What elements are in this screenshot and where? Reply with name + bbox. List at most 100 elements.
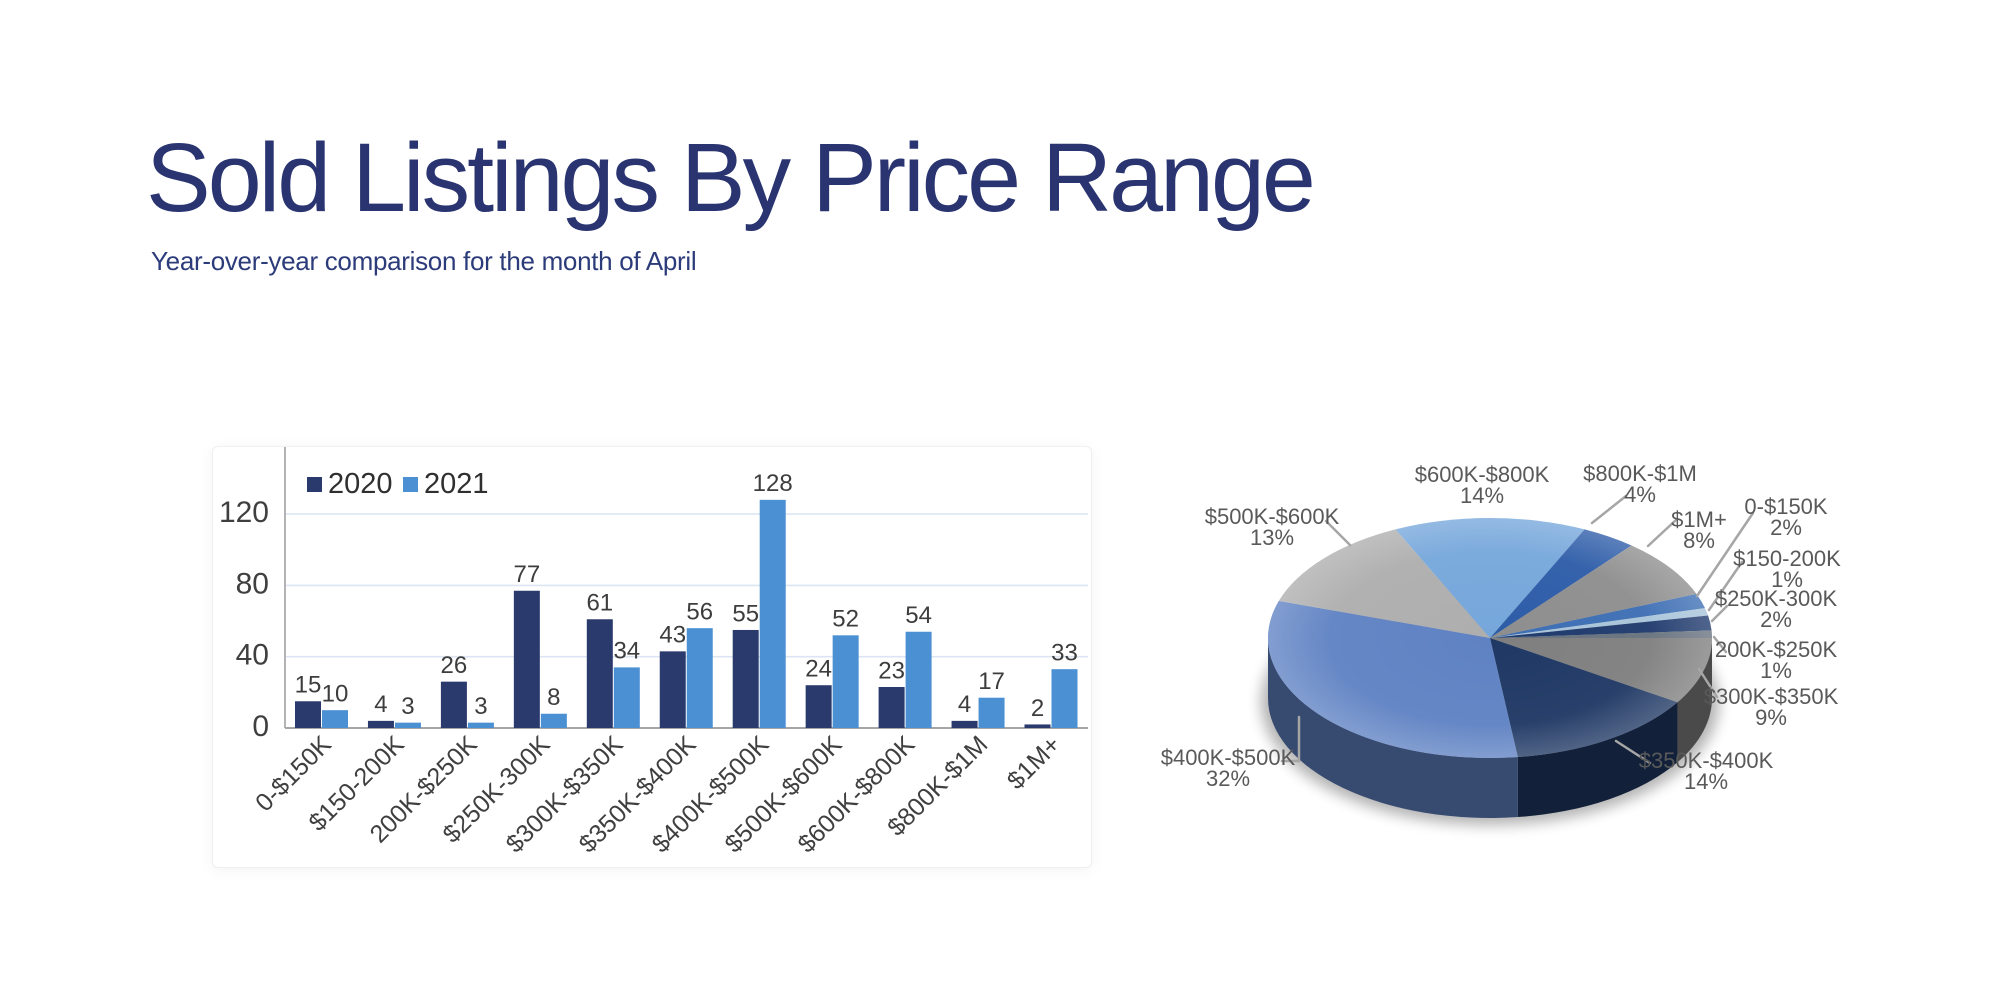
bar-2021-2 — [467, 722, 494, 728]
bar-gridlines — [285, 513, 1088, 658]
pie-label-name: 0-$150K — [1744, 494, 1828, 519]
bar-value-label: 4 — [958, 691, 971, 718]
pie-side-walls — [1268, 638, 1712, 818]
bar-2021-0 — [322, 710, 348, 728]
bar-value-label: 3 — [474, 693, 487, 720]
bar-2020-1 — [367, 720, 394, 728]
pie-leader-lines — [1280, 494, 1755, 765]
pie-label-name: $350K-$400K — [1639, 748, 1774, 773]
pie-chart: 0-$150K2%$150-200K1%$250K-300K2%200K-$25… — [1161, 461, 1841, 825]
page-subtitle: Year-over-year comparison for the month … — [151, 246, 697, 276]
pie-sheen-overlay — [1268, 518, 1712, 758]
bar-value-label: 2 — [1031, 695, 1044, 722]
bar-2021-8 — [905, 631, 932, 728]
page-title: Sold Listings By Price Range — [146, 123, 1316, 232]
bar-2021-1 — [394, 722, 421, 728]
pie-label-pct: 1% — [1771, 567, 1803, 592]
pie-leader-1 — [1707, 560, 1744, 612]
pie-label-name: $150-200K — [1733, 546, 1841, 571]
pie-leader-7 — [1324, 519, 1352, 547]
pie-labels: 0-$150K2%$150-200K1%$250K-300K2%200K-$25… — [1161, 461, 1841, 794]
bar-value-label: 17 — [978, 668, 1005, 695]
pie-label-name: $400K-$500K — [1161, 745, 1296, 770]
bar-value-label: 55 — [732, 600, 759, 627]
bar-2021-10 — [1051, 669, 1078, 728]
bar-value-label: 23 — [878, 657, 905, 684]
pie-leader-6 — [1280, 715, 1301, 763]
pie-label-name: $250K-300K — [1715, 586, 1838, 611]
bar-value-label: 33 — [1051, 640, 1078, 667]
bar-2020-10 — [1024, 724, 1051, 728]
pie-leader-0 — [1695, 511, 1755, 598]
pie-label-name: 200K-$250K — [1715, 637, 1838, 662]
pie-wall-5 — [1517, 702, 1678, 818]
pie-label-pct: 2% — [1760, 607, 1792, 632]
y-tick-label: 80 — [236, 567, 269, 600]
legend-label-2020: 2020 — [328, 468, 393, 500]
bar-2021-7 — [832, 635, 859, 728]
x-axis-tick-labels: 0-$150K$150-200K200K-$250K$250K-300K$300… — [250, 730, 1066, 858]
bar-2020-7 — [805, 685, 832, 728]
y-axis-tick-labels: 0 40 80 120 — [219, 496, 269, 743]
x-tick-label: $1M+ — [1002, 730, 1067, 795]
legend-swatch-2020 — [307, 477, 322, 492]
y-tick-label: 40 — [236, 639, 269, 672]
y-tick-label: 0 — [252, 710, 269, 743]
bar-2021-9 — [978, 697, 1005, 728]
pie-label-pct: 2% — [1770, 515, 1802, 540]
pie-label-pct: 1% — [1760, 658, 1792, 683]
pie-wall-4 — [1677, 638, 1712, 763]
pie-leader-5 — [1614, 739, 1652, 765]
bar-value-label: 10 — [322, 681, 349, 708]
bar-value-label: 43 — [659, 622, 686, 649]
bar-value-label: 52 — [832, 606, 859, 633]
pie-leader-4 — [1697, 667, 1719, 699]
y-tick-label: 120 — [219, 496, 269, 529]
bar-2020-6 — [732, 629, 759, 728]
bar-value-label: 3 — [401, 693, 414, 720]
bar-2021-5 — [686, 628, 713, 728]
bar-value-label: 34 — [613, 638, 640, 665]
bar-2020-9 — [951, 720, 978, 728]
bar-2020-4 — [586, 619, 613, 728]
bar-value-label: 56 — [686, 599, 713, 626]
bar-2020-0 — [295, 701, 321, 728]
pie-label-pct: 4% — [1624, 482, 1656, 507]
bar-2021-6 — [759, 499, 786, 728]
bar-series — [295, 499, 1078, 728]
bar-2020-5 — [659, 651, 686, 728]
pie-label-pct: 32% — [1206, 766, 1250, 791]
bar-value-label: 26 — [441, 652, 468, 679]
bar-legend: 2020 2021 — [307, 468, 489, 500]
legend-swatch-2021 — [403, 477, 418, 492]
bar-2021-3 — [540, 713, 567, 728]
bar-value-label: 4 — [374, 691, 387, 718]
pie-label-name: $300K-$350K — [1704, 684, 1839, 709]
bar-2021-4 — [613, 667, 640, 728]
pie-wall-6 — [1268, 638, 1518, 818]
legend-label-2021: 2021 — [424, 468, 489, 500]
bar-value-label: 128 — [753, 470, 793, 497]
bar-2020-3 — [513, 590, 540, 728]
bar-value-label: 77 — [513, 561, 540, 588]
pie-leader-10 — [1646, 518, 1678, 548]
pie-label-name: $800K-$1M — [1583, 461, 1697, 486]
pie-label-pct: 14% — [1460, 483, 1504, 508]
pie-label-pct: 8% — [1683, 528, 1715, 553]
pie-label-pct: 13% — [1250, 525, 1294, 550]
bar-value-label: 54 — [905, 602, 932, 629]
bar-value-label: 24 — [805, 656, 832, 683]
pie-label-name: $1M+ — [1671, 507, 1727, 532]
pie-leader-9 — [1590, 494, 1628, 525]
pie-label-name: $500K-$600K — [1205, 504, 1340, 529]
pie-leader-2 — [1710, 604, 1729, 623]
pie-label-pct: 14% — [1684, 769, 1728, 794]
pie-leader-3 — [1712, 635, 1728, 654]
bar-value-label: 15 — [295, 672, 322, 699]
bar-2020-2 — [440, 681, 467, 728]
bar-value-label: 8 — [547, 684, 560, 711]
pie-label-name: $600K-$800K — [1415, 462, 1550, 487]
